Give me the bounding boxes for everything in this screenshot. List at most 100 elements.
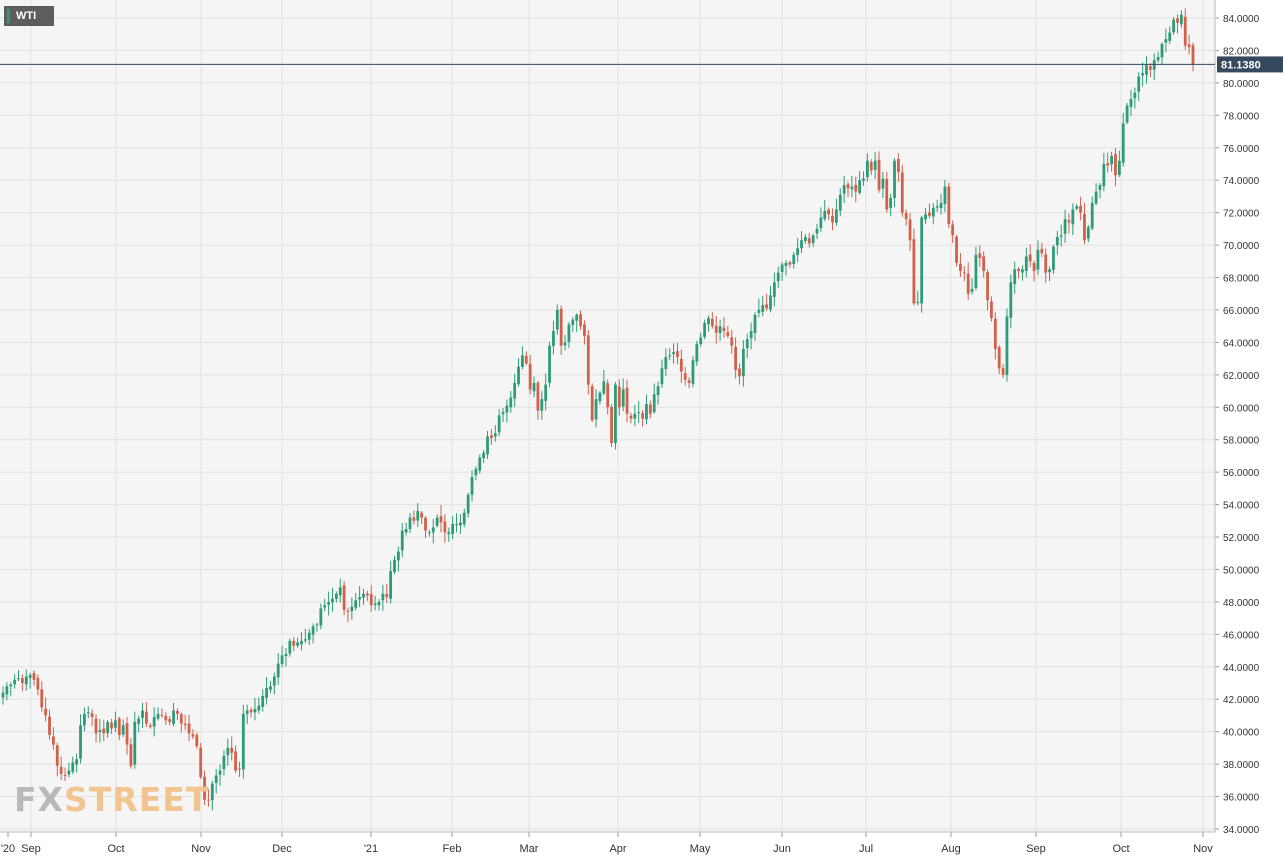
candle-body [741,348,745,377]
candle-body [28,674,32,678]
x-tick-label: Apr [609,843,626,855]
candle-body [482,452,486,459]
candle-body [552,331,555,347]
candle-body [1086,227,1090,239]
candle-body [1160,43,1164,58]
y-tick-label: 50.0000 [1223,565,1260,576]
x-tick-label: Sep [1026,843,1046,855]
candle-body [412,517,416,521]
candle-body [373,603,377,606]
candle-body [676,351,679,357]
candle-body [474,468,478,476]
candle-body [761,305,765,312]
candle-body [148,725,152,727]
candle-body [443,521,447,533]
candle-body [168,719,172,722]
candle-body [400,530,404,551]
candle-body [451,524,455,534]
candle-body [928,212,931,216]
candle-body [334,593,338,600]
candle-body [726,332,730,336]
candle-body [276,663,280,678]
candle-body [24,676,28,685]
candle-body [842,185,846,194]
candle-body [458,522,462,526]
candle-body [869,162,873,171]
candle-body [365,593,369,596]
candle-body [1044,254,1048,273]
candle-body [238,768,241,770]
candle-body [303,639,307,641]
candle-body [439,516,443,523]
candle-body [951,224,955,236]
candle-body [641,413,644,419]
candle-body [772,282,776,297]
candle-body [738,368,741,377]
x-tick-label: Oct [107,843,124,855]
y-tick-label: 42.0000 [1223,695,1260,706]
candle-body [660,368,664,385]
candle-body [350,606,354,612]
candle-body [959,263,962,272]
candle-body [117,718,121,735]
y-tick-label: 44.0000 [1223,663,1260,674]
candle-body [377,601,381,606]
candle-body [466,494,470,514]
candle-body [393,559,396,573]
candle-body [827,209,831,215]
candle-body [586,335,590,385]
candle-body [94,718,98,734]
candle-body [614,384,617,444]
candle-body [757,309,761,313]
candle-body [296,642,299,646]
candle-body [48,716,51,735]
candle-body [831,215,834,223]
candle-body [749,331,753,339]
candle-body [897,159,900,173]
candle-body [114,720,117,728]
candle-body [67,770,71,775]
candle-body [106,721,110,734]
candle-body [490,435,493,439]
candle-body [780,264,784,272]
candle-body [493,433,497,437]
candle-body [652,394,656,413]
candle-body [389,571,393,599]
candle-body [1005,316,1009,375]
candle-body [20,678,24,684]
candle-body [862,178,865,181]
candle-body [1001,368,1005,375]
candle-body [338,587,342,596]
candle-body [1009,282,1013,318]
candle-body [327,601,330,605]
candle-body [513,382,517,399]
candle-body [210,783,214,801]
x-tick-label: Sep [21,843,41,855]
y-tick-label: 36.0000 [1223,793,1260,804]
candle-body [1164,39,1168,43]
candle-body [583,324,586,336]
candle-body [811,235,815,244]
candle-body [962,272,966,274]
candle-body [1017,269,1020,272]
candle-body [947,186,951,224]
candle-body [524,355,528,364]
candle-body [846,184,850,189]
candle-body [152,717,156,727]
candle-body [633,413,637,419]
candle-body [877,159,881,190]
candle-body [978,253,982,259]
x-tick-label: May [690,843,711,855]
candle-body [462,512,466,525]
candle-body [803,236,807,242]
candle-body [176,710,179,714]
x-tick-label: Nov [191,843,211,855]
candle-body [102,728,106,734]
x-tick-label: Jul [859,843,873,855]
candle-body [1028,254,1032,262]
candle-body [908,219,912,241]
candle-body [1083,213,1086,241]
candle-body [1141,73,1145,76]
